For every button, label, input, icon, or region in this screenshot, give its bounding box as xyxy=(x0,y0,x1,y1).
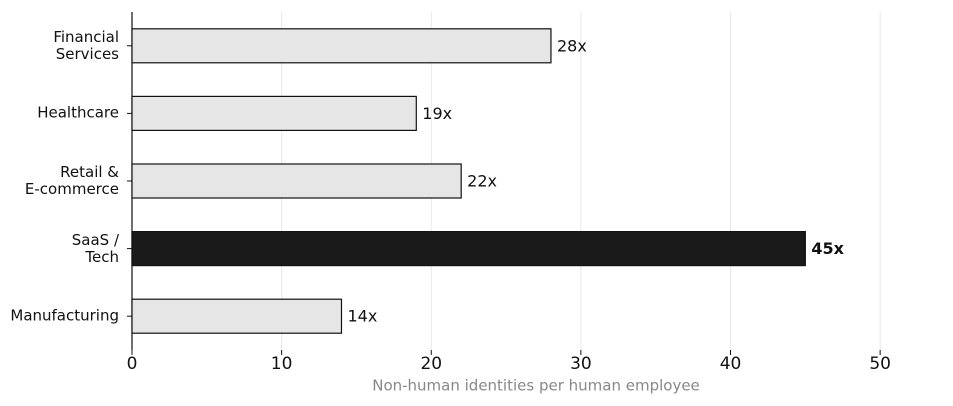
value-label: 45x xyxy=(811,239,844,258)
x-tick-label: 20 xyxy=(420,354,442,374)
x-tick-label: 0 xyxy=(127,354,138,374)
x-tick-label: 50 xyxy=(869,354,891,374)
y-tick-label: SaaS / Tech xyxy=(71,230,119,266)
y-tick-label: Financial Services xyxy=(53,27,119,63)
bar xyxy=(131,28,552,64)
x-tick-label: 10 xyxy=(271,354,293,374)
value-label: 19x xyxy=(422,104,452,123)
y-tick-label: Healthcare xyxy=(37,103,119,122)
x-tick-label: 40 xyxy=(720,354,742,374)
value-label: 22x xyxy=(467,172,497,191)
y-tick-label: Manufacturing xyxy=(10,306,119,325)
bar xyxy=(131,298,343,334)
value-label: 28x xyxy=(557,36,587,55)
x-axis-label: Non-human identities per human employee xyxy=(372,377,700,395)
x-tick-label: 30 xyxy=(570,354,592,374)
bar xyxy=(131,163,462,199)
value-label: 14x xyxy=(347,307,377,326)
bar xyxy=(131,95,417,132)
y-tick-label: Retail & E-commerce xyxy=(24,163,119,198)
bar xyxy=(131,231,806,267)
